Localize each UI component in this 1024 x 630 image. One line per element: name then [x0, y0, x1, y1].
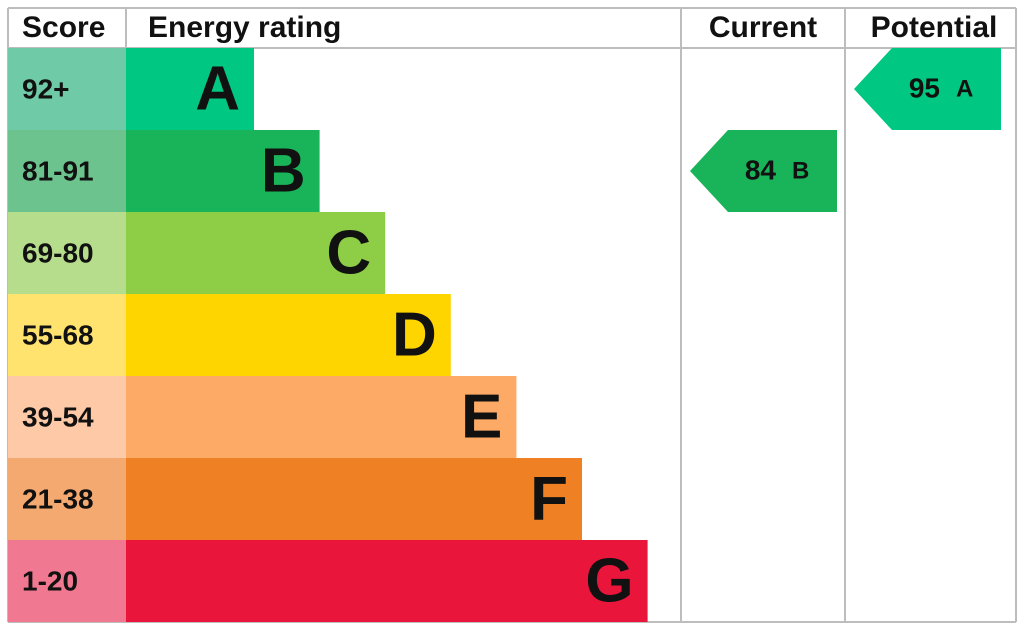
score-cell: [8, 294, 126, 376]
current-value: 84: [745, 154, 777, 185]
score-cell: [8, 48, 126, 130]
potential-arrow: [854, 48, 1001, 130]
current-letter: B: [792, 157, 809, 184]
rating-letter: F: [530, 464, 568, 533]
score-label: 39-54: [22, 401, 94, 432]
rating-bar: [126, 458, 582, 540]
rating-bar: [126, 48, 254, 130]
current-arrow: [690, 130, 837, 212]
score-cell: [8, 458, 126, 540]
rating-letter: E: [461, 382, 502, 451]
score-cell: [8, 376, 126, 458]
rating-bar: [126, 294, 451, 376]
rating-letter: B: [261, 136, 306, 205]
header-current: Current: [709, 11, 817, 44]
rating-bar: [126, 540, 648, 622]
score-label: 92+: [22, 73, 70, 104]
score-label: 69-80: [22, 237, 94, 268]
score-cell: [8, 540, 126, 622]
score-label: 81-91: [22, 155, 94, 186]
potential-value: 95: [909, 72, 940, 103]
rating-bar: [126, 130, 320, 212]
score-label: 1-20: [22, 565, 78, 596]
rating-letter: G: [585, 546, 633, 615]
rating-letter: D: [392, 300, 437, 369]
header-potential: Potential: [871, 11, 998, 44]
rating-letter: A: [195, 54, 240, 123]
rating-letter: C: [326, 218, 371, 287]
score-cell: [8, 212, 126, 294]
score-cell: [8, 130, 126, 212]
score-label: 55-68: [22, 319, 94, 350]
potential-letter: A: [956, 75, 973, 102]
header-score: Score: [22, 11, 105, 44]
rating-bar: [126, 376, 517, 458]
score-label: 21-38: [22, 483, 94, 514]
rating-bar: [126, 212, 386, 294]
header-rating: Energy rating: [148, 11, 341, 44]
